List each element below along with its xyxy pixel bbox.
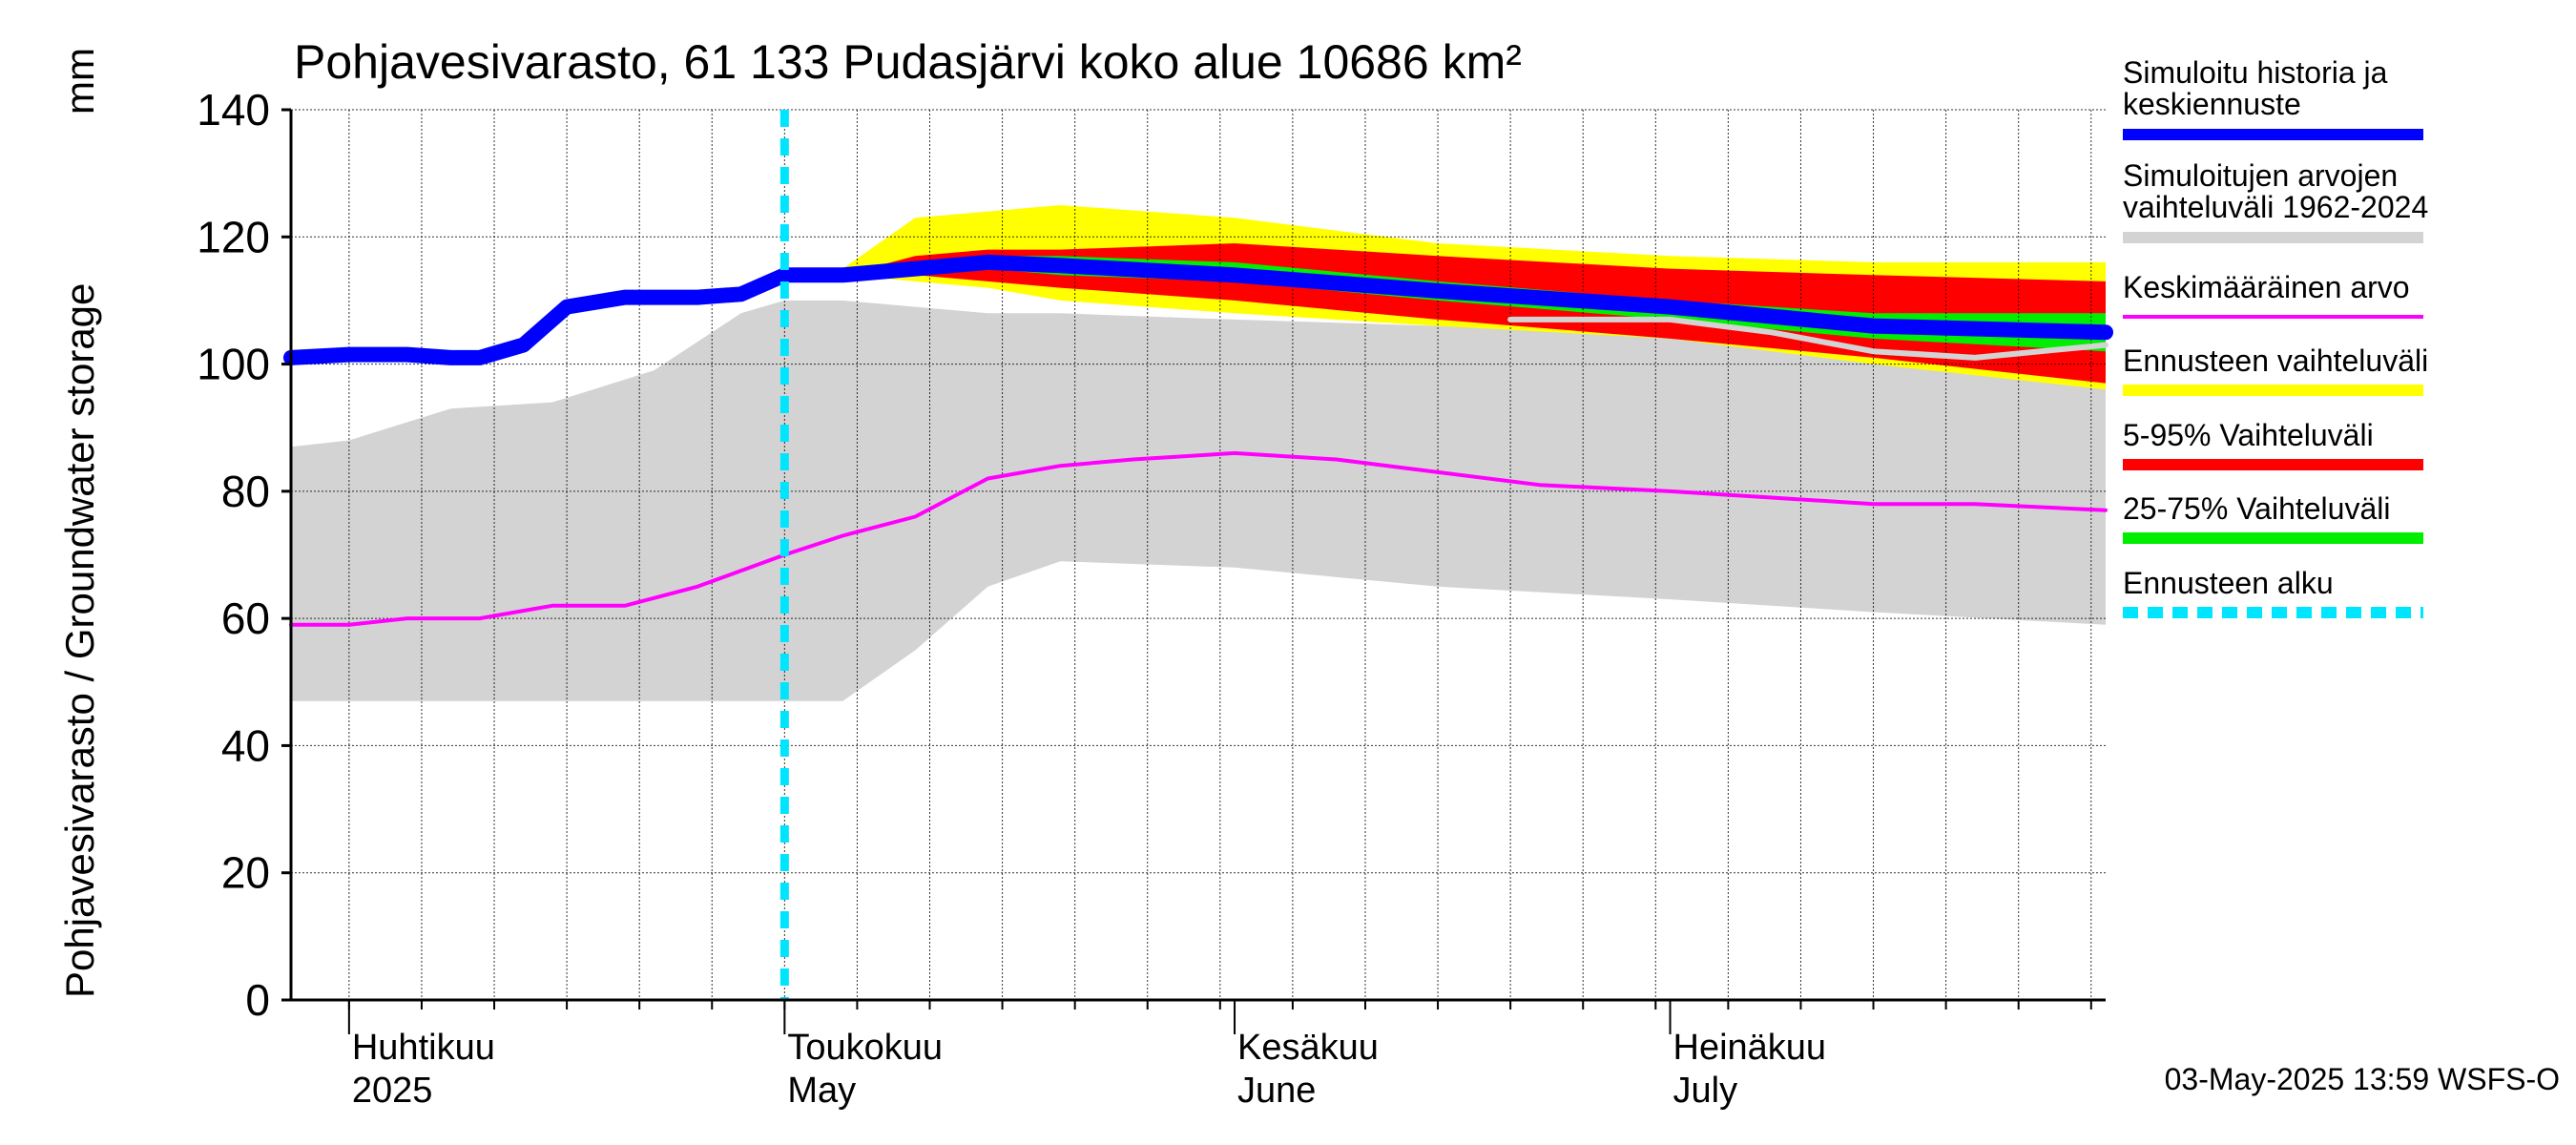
band-3 xyxy=(784,256,2106,352)
month-label-fi: Huhtikuu xyxy=(352,1028,495,1068)
y-tick-label: 40 xyxy=(221,720,270,770)
y-tick-label: 20 xyxy=(221,848,270,898)
chart-title: Pohjavesivarasto, 61 133 Pudasjärvi koko… xyxy=(294,35,1522,89)
legend-label-line: vaihteluväli 1962-2024 xyxy=(2123,190,2428,224)
legend-label-1: Simuloitujen arvojen vaihteluväli 1962-20… xyxy=(2123,158,2428,224)
legend-label-line: Simuloitujen arvojen xyxy=(2123,158,2398,193)
y-tick-label: 120 xyxy=(197,212,270,261)
legend-label-0: Simuloitu historia ja keskiennuste xyxy=(2123,55,2388,121)
month-label-fi: Toukokuu xyxy=(787,1028,943,1068)
month-label-en: 2025 xyxy=(352,1071,433,1111)
month-label-fi: Kesäkuu xyxy=(1237,1028,1379,1068)
legend-label-3: Ennusteen vaihteluväli xyxy=(2123,344,2428,378)
series-line-1 xyxy=(283,254,2113,365)
month-label-en: May xyxy=(787,1071,856,1111)
y-axis-ticks: 0 20 40 60 80 100 120 140 xyxy=(197,85,2092,1025)
legend-label-6: Ennusteen alku xyxy=(2123,566,2334,600)
legend-label-2: Keskimääräinen arvo xyxy=(2123,270,2410,304)
footer-timestamp: 03-May-2025 13:59 WSFS-O xyxy=(2165,1062,2560,1096)
plot-area xyxy=(283,109,2113,1002)
month-label-en: June xyxy=(1237,1071,1316,1111)
legend-label-line: Simuloitu historia ja xyxy=(2123,55,2388,90)
legend-label-5: 25-75% Vaihteluväli xyxy=(2123,491,2390,526)
y-tick-label: 0 xyxy=(245,975,270,1025)
month-label-en: July xyxy=(1673,1071,1738,1111)
month-label-fi: Heinäkuu xyxy=(1673,1028,1827,1068)
y-axis-label: Pohjavesivarasto / Groundwater storage xyxy=(57,283,102,998)
band-2 xyxy=(784,243,2106,384)
legend-label-line: keskiennuste xyxy=(2123,87,2301,121)
y-axis-unit: mm xyxy=(57,48,102,114)
series-line-0 xyxy=(289,450,2108,627)
series-line-2 xyxy=(1507,316,2109,361)
y-tick-label: 60 xyxy=(221,593,270,643)
y-tick-label: 80 xyxy=(221,467,270,516)
y-tick-label: 140 xyxy=(197,85,270,135)
band-0 xyxy=(291,300,2106,701)
legend: Simuloitu historia ja keskiennusteSimuloi… xyxy=(2123,55,2428,618)
legend-label-4: 5-95% Vaihteluväli xyxy=(2123,418,2374,452)
y-tick-label: 100 xyxy=(197,340,270,389)
